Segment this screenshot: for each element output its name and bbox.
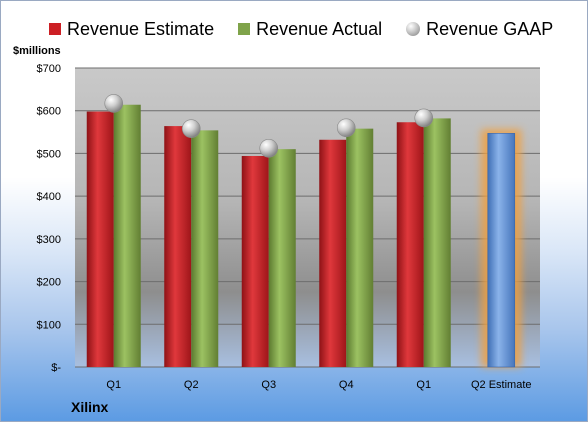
legend-swatch-revenue-estimate [49, 23, 61, 35]
plot-area [75, 68, 540, 367]
bar-revenue-actual [346, 128, 374, 367]
gridlines [75, 67, 540, 368]
bar-revenue-actual [423, 118, 451, 367]
chart-legend: Revenue Estimate Revenue Actual Revenue … [49, 18, 579, 40]
x-tick-label: Q2 Estimate [471, 379, 532, 391]
legend-item-revenue-estimate: Revenue Estimate [49, 19, 214, 40]
marker-revenue-gaap [414, 108, 434, 128]
y-axis-ticks: $- $100 $200 $300 $400 $500 $600 $700 [37, 63, 62, 374]
y-tick-label: $600 [37, 106, 61, 118]
bar-revenue-estimate [396, 122, 424, 367]
legend-swatch-revenue-gaap [406, 22, 421, 36]
x-tick-label: Q1 [416, 379, 431, 391]
legend-label-revenue-estimate: Revenue Estimate [67, 18, 215, 39]
y-tick-label: $400 [37, 191, 61, 203]
marker-revenue-gaap [336, 118, 356, 138]
bar-revenue-estimate-projected [487, 133, 516, 368]
x-tick-label: Q2 [184, 379, 199, 391]
legend-item-revenue-actual: Revenue Actual [238, 19, 382, 40]
y-tick-label: $700 [37, 63, 61, 75]
y-tick-label: $100 [37, 319, 61, 331]
x-tick-label: Q1 [106, 379, 121, 391]
marker-revenue-gaap [181, 119, 201, 138]
bar-revenue-estimate [164, 126, 192, 367]
gaap-markers [104, 94, 434, 158]
bar-revenue-actual [268, 149, 296, 367]
bar-revenue-estimate [241, 155, 269, 367]
bars [86, 104, 522, 368]
legend-label-revenue-gaap: Revenue GAAP [426, 18, 554, 39]
x-tick-label: Q3 [261, 379, 276, 391]
marker-revenue-gaap [104, 94, 124, 113]
x-tick-label: Q4 [339, 379, 354, 391]
marker-revenue-gaap [259, 139, 279, 158]
legend-swatch-revenue-actual [238, 23, 251, 35]
y-tick-label: $200 [37, 277, 61, 289]
bar-revenue-actual [113, 104, 141, 367]
bar-revenue-estimate [86, 111, 114, 367]
legend-label-revenue-actual: Revenue Actual [256, 18, 383, 39]
bar-revenue-estimate [319, 139, 347, 367]
y-tick-label: $- [51, 362, 61, 374]
legend-item-revenue-gaap: Revenue GAAP [406, 19, 553, 40]
bar-revenue-actual [191, 130, 219, 367]
y-tick-label: $300 [37, 234, 61, 246]
y-tick-label: $500 [37, 148, 61, 160]
y-axis-label: $millions [13, 45, 61, 57]
company-name: Xilinx [71, 399, 109, 415]
x-axis-ticks: Q1 Q2 Q3 Q4 Q1 Q2 Estimate [106, 379, 531, 391]
